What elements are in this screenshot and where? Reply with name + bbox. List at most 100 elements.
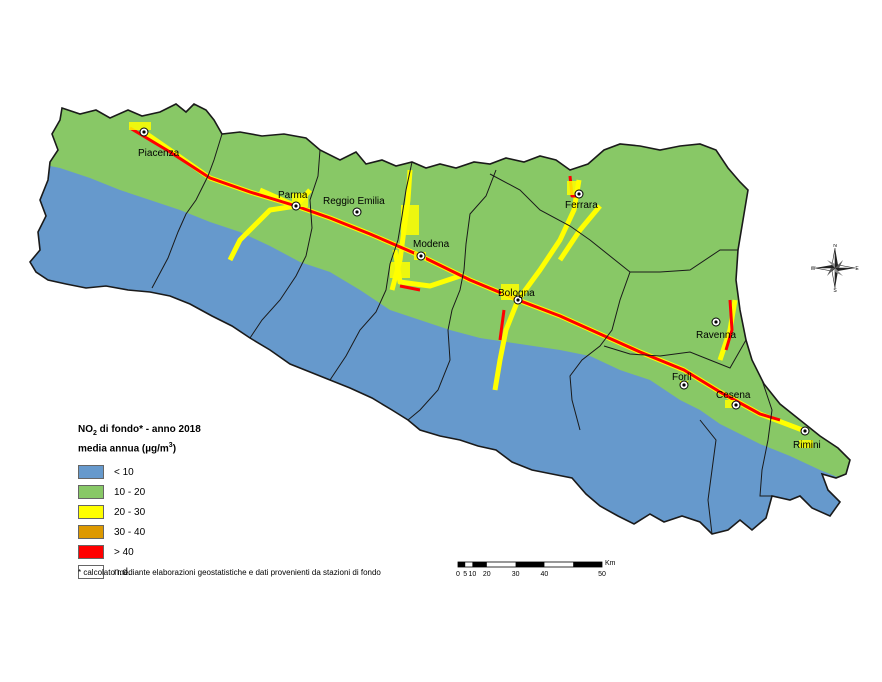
city-label: Forlì: [672, 372, 692, 383]
legend-subtitle-suffix: ): [172, 443, 177, 455]
legend-swatch: [78, 485, 104, 500]
city-dot-center: [355, 210, 359, 214]
scale-tick: 30: [512, 571, 520, 578]
compass-s: S: [833, 288, 837, 292]
border-bologna-ferrara: [489, 173, 631, 273]
scale-tick: 0: [456, 571, 460, 578]
city-label: Ravenna: [696, 330, 736, 341]
legend-label: < 10: [114, 466, 134, 478]
city-marker: Bologna: [498, 288, 535, 305]
city-dot-center: [577, 192, 581, 196]
compass-n: N: [833, 244, 837, 249]
legend-swatch: [78, 565, 104, 580]
city-markers: Piacenza Parma Reggio Emilia Modena Ferrara B…: [138, 127, 821, 451]
legend-item: 10 - 20: [78, 483, 458, 501]
yellow-corridor: [557, 204, 602, 262]
province-borders: [151, 133, 773, 535]
legend-item: 30 - 40: [78, 523, 458, 541]
compass-icon: N S E W: [811, 243, 860, 294]
compass-e: E: [855, 266, 859, 272]
city-dot-center: [142, 130, 146, 134]
urban-patch: [501, 284, 519, 300]
city-label: Reggio Emilia: [323, 196, 385, 207]
legend-swatch: [78, 545, 104, 560]
city-dot-center: [294, 204, 298, 208]
red-corridor: [399, 284, 421, 292]
city-dot-center: [419, 254, 423, 258]
red-corridor: [498, 309, 506, 341]
legend-title-prefix: NO: [78, 424, 93, 435]
urban-patch: [799, 440, 813, 448]
city-dot-center: [803, 429, 807, 433]
legend-item: n.d.: [78, 563, 458, 581]
red-corridor: [129, 126, 781, 422]
city-label: Ferrara: [565, 200, 598, 211]
scale-unit: Km: [605, 560, 615, 567]
legend-item: 20 - 30: [78, 503, 458, 521]
border-forli-south: [699, 419, 717, 535]
border-ravenna-forli: [603, 339, 747, 369]
scale-tick: 20: [483, 571, 491, 578]
city-label: Rimini: [793, 440, 821, 451]
scale-bar-graphic: Km 0 5 10 20 30 40 50: [456, 560, 616, 578]
border-forli-rimini: [759, 379, 773, 497]
city-marker: Modena: [413, 239, 450, 261]
city-marker: Forlì: [672, 372, 692, 390]
legend-item: > 40: [78, 543, 458, 561]
city-marker: Rimini: [793, 426, 821, 451]
city-dot-center: [714, 320, 718, 324]
compass-rose: N S E W: [811, 243, 860, 294]
border-ferrara-ravenna: [630, 249, 738, 273]
scale-bar: Km 0 5 10 20 30 40 50: [455, 559, 616, 589]
urban-patch: [567, 181, 577, 195]
border-bologna-ravenna: [569, 271, 631, 431]
legend-item: < 10: [78, 463, 458, 481]
legend-title-sub: 2: [93, 430, 97, 437]
border-modena-bologna: [407, 169, 497, 421]
scale-tick: 10: [469, 571, 477, 578]
yellow-corridor: [515, 179, 582, 302]
legend-swatch: [78, 465, 104, 480]
city-marker: Parma: [278, 190, 308, 211]
city-label: Cesena: [716, 390, 751, 401]
footnote: * calcolato mediante elaborazioni geosta…: [78, 568, 381, 577]
border-reggio-modena: [329, 161, 413, 381]
scale-tick: 50: [598, 571, 606, 578]
urban-patch: [390, 262, 410, 278]
legend-subtitle: media annua (µg/m3): [78, 440, 458, 455]
border-piacenza-parma: [151, 133, 223, 289]
urban-patch: [401, 205, 419, 235]
scale-tick: 5: [463, 571, 467, 578]
yellow-corridor: [227, 203, 297, 262]
legend-swatch: [78, 525, 104, 540]
city-label: Bologna: [498, 288, 535, 299]
red-corridor: [724, 299, 734, 351]
legend-swatch: [78, 505, 104, 520]
legend-list: < 10 10 - 20 20 - 30 30 - 40 > 40 n.d.: [78, 463, 458, 581]
urban-patch: [725, 400, 735, 408]
yellow-corridor: [492, 299, 521, 391]
legend-title: NO2 di fondo* - anno 2018: [78, 424, 458, 440]
city-label: Piacenza: [138, 148, 180, 159]
city-marker: Ferrara: [565, 189, 598, 211]
city-marker: Cesena: [716, 390, 751, 410]
legend-title-suffix: di fondo* - anno 2018: [96, 424, 201, 435]
city-dot-center: [734, 403, 738, 407]
legend-label: 10 - 20: [114, 486, 146, 498]
city-label: Parma: [278, 190, 308, 201]
yellow-corridor: [717, 299, 738, 361]
legend-label: n.d.: [114, 566, 131, 578]
legend-label: 30 - 40: [114, 526, 146, 538]
city-dot-center: [682, 383, 686, 387]
legend-label: > 40: [114, 546, 134, 558]
border-parma-reggio: [249, 149, 321, 339]
compass-w: W: [811, 266, 816, 272]
urban-patch: [129, 122, 151, 130]
legend-subtitle-prefix: media annua (µg/m: [78, 443, 169, 455]
city-marker: Piacenza: [138, 127, 180, 159]
city-dot-center: [516, 298, 520, 302]
legend: NO2 di fondo* - anno 2018 media annua (µ…: [78, 424, 458, 583]
city-label: Modena: [413, 239, 450, 250]
city-marker: Reggio Emilia: [323, 196, 385, 217]
